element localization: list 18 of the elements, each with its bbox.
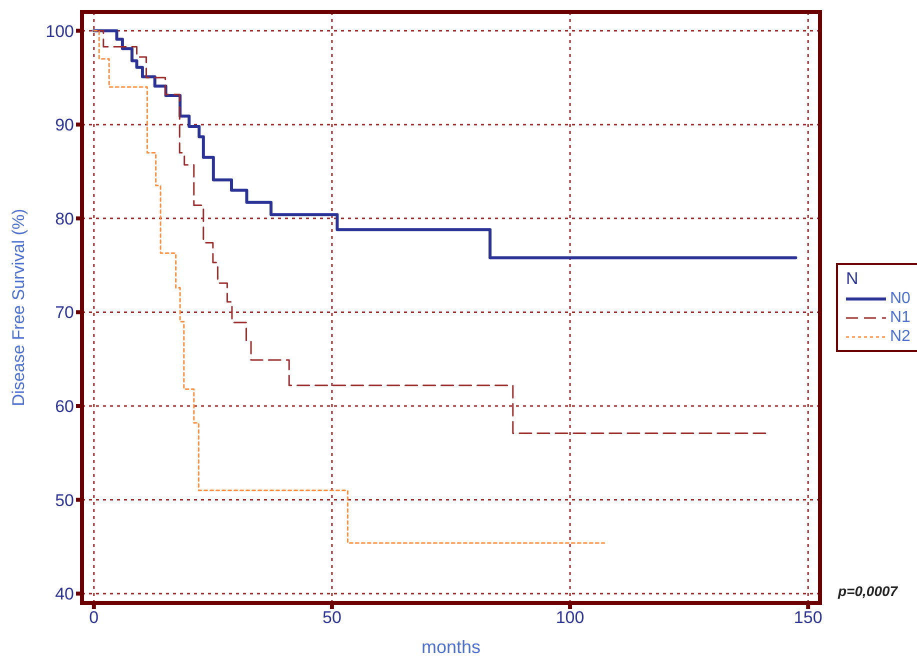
- x-tick-label: 100: [556, 608, 584, 628]
- y-tick-label: 40: [55, 584, 74, 604]
- x-tick-label: 50: [322, 608, 342, 628]
- legend-label: N0: [890, 290, 910, 308]
- y-tick-label: 70: [55, 303, 74, 322]
- y-tick-label: 80: [55, 209, 74, 228]
- y-tick-label: 60: [55, 397, 74, 416]
- legend-label: N2: [890, 328, 910, 346]
- y-axis-title: Disease Free Survival (%): [9, 208, 28, 406]
- y-tick-label: 90: [55, 116, 74, 135]
- y-tick-label: 50: [55, 490, 74, 510]
- x-tick-label: 150: [794, 608, 822, 628]
- y-tick-label: 100: [46, 22, 74, 41]
- legend-label: N1: [890, 308, 910, 326]
- legend-title: N: [846, 269, 860, 289]
- text: p=0,0007: [838, 583, 898, 599]
- x-tick-label: 0: [89, 608, 99, 628]
- x-axis-title: months: [421, 637, 481, 657]
